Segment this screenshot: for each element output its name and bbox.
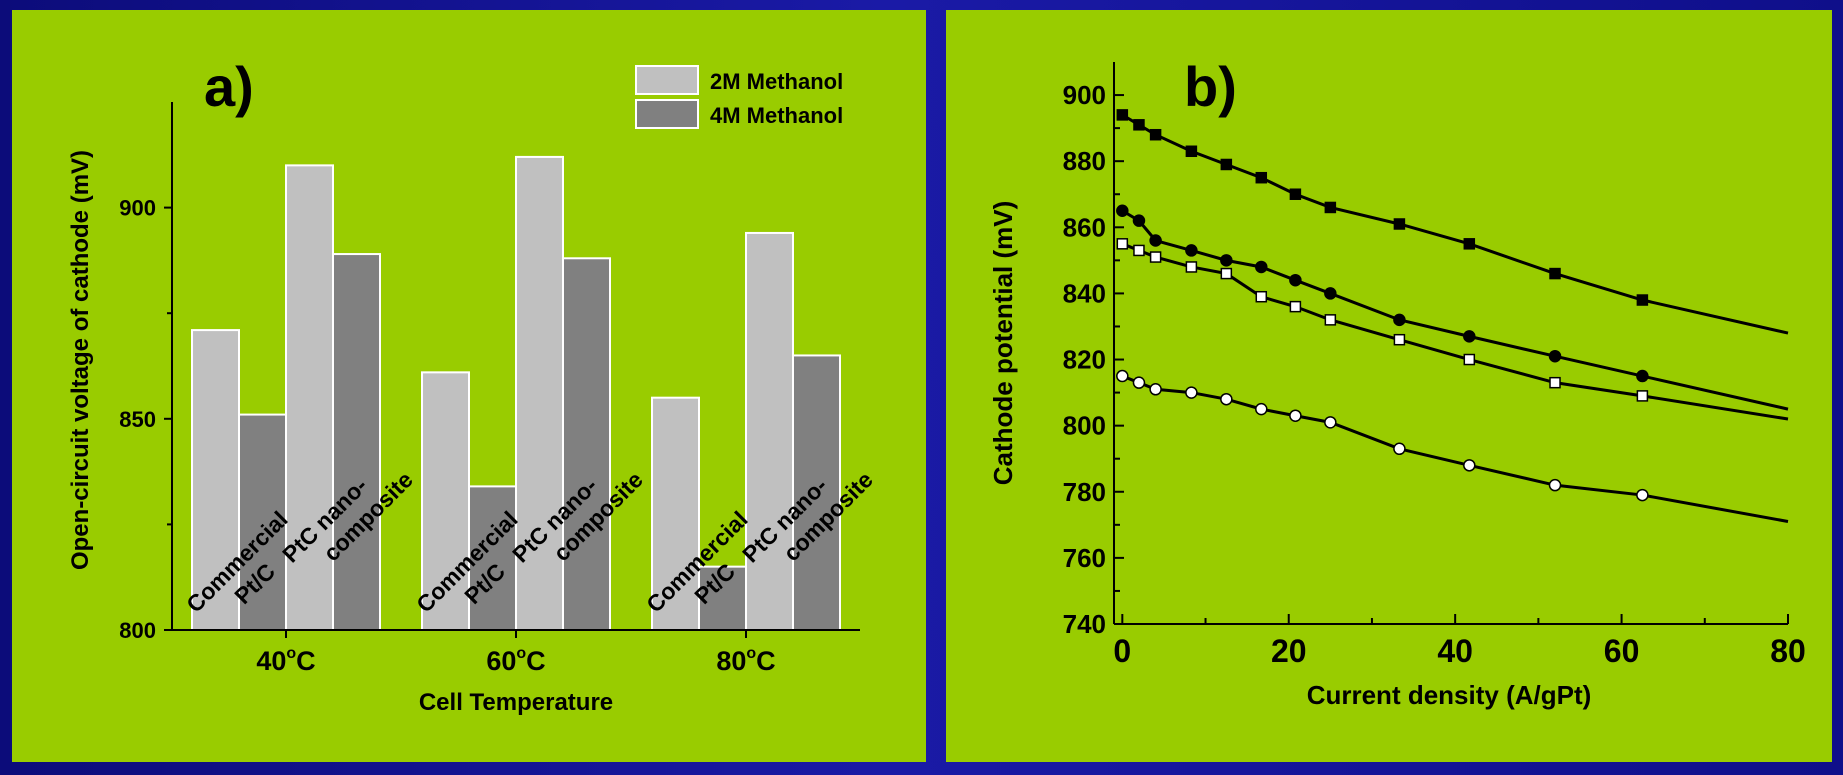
bar-chart-panel: CommercialPt/C PtC nano-composite Commerci… xyxy=(12,10,926,762)
marker-filled-circle xyxy=(1636,369,1649,383)
x-tick-label: 40 xyxy=(1437,633,1473,669)
marker-filled-square xyxy=(1255,171,1268,184)
legend-swatch-2m xyxy=(635,65,699,95)
legend: 2M Methanol 4M Methanol xyxy=(635,65,843,129)
bar-commercial-4m xyxy=(698,565,747,632)
marker-filled-circle xyxy=(1185,244,1198,257)
chart-title: a) xyxy=(204,55,254,118)
marker-filled-square xyxy=(1636,294,1649,306)
bar-nanocomposite-2m xyxy=(515,155,564,632)
marker-open-circle xyxy=(1548,478,1562,492)
legend-label-4m: 4M Methanol xyxy=(710,103,843,128)
x-tick-label: 20 xyxy=(1271,633,1307,669)
marker-open-square xyxy=(1463,353,1476,366)
legend-label-2m: 2M Methanol xyxy=(710,69,843,94)
marker-open-circle xyxy=(1116,369,1129,383)
marker-open-square xyxy=(1324,314,1337,326)
marker-open-circle xyxy=(1324,416,1337,429)
marker-filled-circle xyxy=(1255,260,1268,274)
chart-title: b) xyxy=(1184,55,1237,118)
y-tick-label: 760 xyxy=(1063,543,1106,573)
marker-filled-square xyxy=(1393,218,1406,230)
bar-commercial-2m xyxy=(191,329,240,631)
y-axis-title: Cathode potential (mV) xyxy=(988,201,1018,486)
y-tick-label: 740 xyxy=(1063,609,1106,639)
marker-filled-square xyxy=(1220,158,1233,171)
y-tick-label: 850 xyxy=(119,407,156,432)
marker-open-square xyxy=(1289,300,1302,313)
marker-filled-circle xyxy=(1149,234,1162,247)
y-tick-label: 840 xyxy=(1063,278,1106,308)
x-tick-label: 60oC xyxy=(486,645,545,676)
x-tick-label: 60 xyxy=(1604,633,1640,669)
marker-open-circle xyxy=(1289,409,1302,422)
marker-open-square xyxy=(1549,376,1561,389)
marker-open-circle xyxy=(1463,459,1476,472)
marker-open-square xyxy=(1393,333,1406,346)
legend-swatch-4m xyxy=(635,99,699,129)
marker-open-square xyxy=(1116,238,1129,250)
y-tick-label: 900 xyxy=(1063,80,1106,110)
bar-nanocomposite-4m xyxy=(562,257,611,631)
marker-filled-square xyxy=(1149,128,1162,141)
marker-open-circle xyxy=(1220,392,1233,406)
marker-filled-circle xyxy=(1463,330,1476,343)
marker-open-square xyxy=(1636,390,1649,402)
marker-filled-circle xyxy=(1132,214,1146,227)
marker-open-circle xyxy=(1255,402,1268,416)
y-tick-label: 800 xyxy=(119,618,156,643)
x-tick-label: 80oC xyxy=(716,645,775,676)
x-axis-title: Current density (A/gPt) xyxy=(1307,680,1592,710)
marker-filled-square xyxy=(1324,201,1337,214)
marker-open-circle xyxy=(1185,386,1198,399)
y-axis-title: Open-circuit voltage of cathode (mV) xyxy=(67,150,94,570)
bar-nanocomposite-4m xyxy=(332,253,381,631)
marker-filled-square xyxy=(1185,145,1198,158)
marker-filled-circle xyxy=(1289,273,1302,287)
x-tick-label: 80 xyxy=(1770,633,1806,669)
marker-open-square xyxy=(1185,261,1198,273)
y-tick-label: 880 xyxy=(1063,146,1106,176)
marker-filled-circle xyxy=(1116,204,1129,218)
bar-nanocomposite-2m xyxy=(745,231,794,631)
series-filled-square-line xyxy=(1121,113,1789,335)
marker-open-square xyxy=(1220,267,1233,280)
y-tick-label: 860 xyxy=(1063,212,1106,242)
marker-filled-circle xyxy=(1393,313,1406,327)
y-tick-label: 800 xyxy=(1063,411,1106,441)
marker-filled-square xyxy=(1133,119,1145,131)
marker-filled-square xyxy=(1116,109,1129,121)
x-axis-title: Cell Temperature xyxy=(419,689,613,716)
marker-filled-circle xyxy=(1220,254,1233,267)
y-tick-label: 780 xyxy=(1063,477,1106,507)
y-tick-label: 820 xyxy=(1063,345,1106,375)
line-chart-panel: 0 20 40 60 80 740 760 780 800 820 840 860 880 900 b) … xyxy=(946,10,1832,762)
marker-filled-circle xyxy=(1548,349,1562,363)
x-tick-label: 0 xyxy=(1113,633,1131,669)
x-tick-label: 40oC xyxy=(256,645,315,676)
marker-filled-square xyxy=(1549,267,1561,280)
marker-filled-circle xyxy=(1324,287,1337,300)
marker-open-circle xyxy=(1636,488,1649,502)
marker-open-circle xyxy=(1393,442,1406,456)
marker-open-circle xyxy=(1149,383,1162,396)
marker-filled-square xyxy=(1289,188,1302,200)
marker-open-square xyxy=(1149,251,1162,263)
y-tick-label: 900 xyxy=(119,196,156,221)
marker-open-square xyxy=(1133,244,1145,257)
marker-open-circle xyxy=(1132,376,1146,389)
marker-open-square xyxy=(1255,290,1268,303)
marker-filled-square xyxy=(1463,238,1476,250)
bar-commercial-4m xyxy=(238,413,287,631)
